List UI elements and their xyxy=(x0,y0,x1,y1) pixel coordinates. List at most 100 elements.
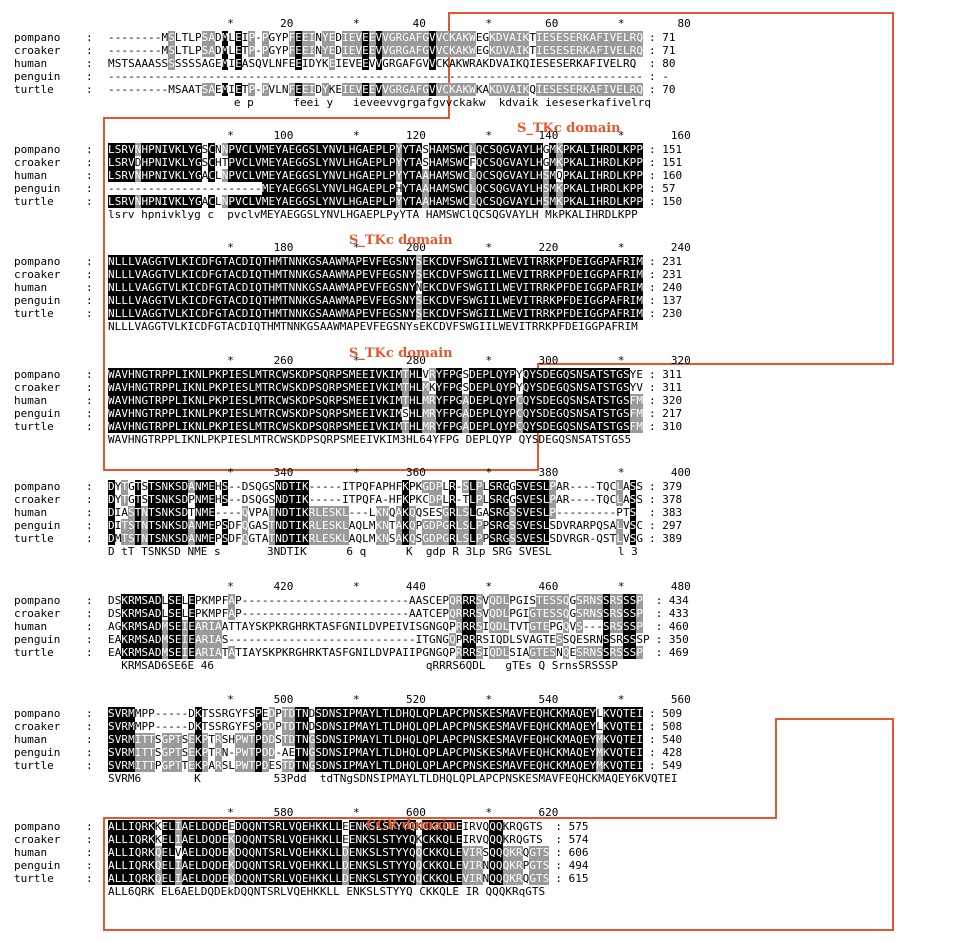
residue-count: : 71 xyxy=(649,31,676,44)
alignment-row: penguin: EAKRMSADMSEIEARIAS--------------… xyxy=(14,633,689,646)
separator: : xyxy=(86,195,93,208)
species-name: turtle xyxy=(14,307,54,320)
position-ruler: * 420 * 440 * 460 * 480 xyxy=(108,580,691,593)
species-name: human xyxy=(14,281,48,294)
sequence: SVRMMPP-----DKTSSRGYFSPDDPTDTNDSDNSIPMAY… xyxy=(108,720,643,733)
residue-count: : 615 xyxy=(555,872,589,885)
residue-count: : 57 xyxy=(649,182,676,195)
position-ruler: * 340 * 360 * 380 * 400 xyxy=(108,466,691,479)
alignment-row: pompano: --------MSLTLPSADMLEIP-PGYPFEEIN… xyxy=(14,31,676,44)
alignment-row: croaker: NLLLVAGGTVLKICDFGTACDIQTHMTNNKGS… xyxy=(14,268,682,281)
residue-count: : 350 xyxy=(655,633,689,646)
alignment-row: pompano: ALLIQRKKELIAELDQDEEDQQNTSRLVQEHK… xyxy=(14,820,589,833)
species-name: croaker xyxy=(14,607,61,620)
alignment-row: pompano: DSKRMSADLSELEPKMPFAP------------… xyxy=(14,594,689,607)
species-name: croaker xyxy=(14,44,61,57)
species-name: pompano xyxy=(14,480,61,493)
residue-count: : 151 xyxy=(649,156,683,169)
separator: : xyxy=(86,759,93,772)
position-ruler: * 180 * 200 * 220 * 240 xyxy=(108,241,691,254)
residue-count: : 71 xyxy=(649,44,676,57)
alignment-row: human: MSTSAAASSSSSSSAGEMIEASQVLNFEEIDYKE… xyxy=(14,57,676,70)
sequence: DYTGTSTSNKSDANMEHS--DSQGSNDTIK-----ITPQF… xyxy=(108,480,643,493)
position-ruler: * 500 * 520 * 540 * 560 xyxy=(108,693,691,706)
sequence: DIASTNTSNKSDTNME----QVPATNDTIKRLESKL---L… xyxy=(108,506,637,519)
residue-count: : 310 xyxy=(649,420,683,433)
separator: : xyxy=(86,820,93,833)
sequence: DSKRMSADLSELEPKMPFAP--------------------… xyxy=(108,607,643,620)
alignment-row: pompano: NLLLVAGGTVLKICDFGTACDIQTHMTNNKGS… xyxy=(14,255,682,268)
separator: : xyxy=(86,519,93,532)
residue-count: : 150 xyxy=(649,195,683,208)
sequence: MSTSAAASSSSSSSAGEMIEASQVLNFEEIDYKEIEVEEV… xyxy=(108,57,637,70)
residue-count: : 469 xyxy=(655,646,689,659)
alignment-row: penguin: ALLIQRKQELIAELDQDEKDQQNTSRLVQEHK… xyxy=(14,859,589,872)
separator: : xyxy=(86,480,93,493)
alignment-row: croaker: LSRVDHPNIVKLYGSCHTPVCLVMEYAEGGSL… xyxy=(14,156,682,169)
alignment-row: human: SVRMITTSGPTSEKPTRSHPWTPDDSTDTNGSDN… xyxy=(14,733,682,746)
sequence: ALLIQRKQELVAELDQDEKDQQNTSRLVQEHKKLLDENKS… xyxy=(108,846,550,859)
separator: : xyxy=(86,156,93,169)
separator: : xyxy=(86,607,93,620)
sequence: NLLLVAGGTVLKICDFGTACDIQTHMTNNKGSAAWMAPEV… xyxy=(108,294,643,307)
residue-count: : - xyxy=(649,70,669,83)
sequence: SVRMITTSGPTSEKPTRSHPWTPDDSTDTNGSDNSIPMAY… xyxy=(108,733,643,746)
separator: : xyxy=(86,620,93,633)
residue-count: : 70 xyxy=(649,83,676,96)
sequence: ALLIQRKKELIAELDQDEEDQQNTSRLVQEHKKLLEENKS… xyxy=(108,820,543,833)
species-name: penguin xyxy=(14,633,61,646)
species-name: croaker xyxy=(14,156,61,169)
alignment-row: human: ALLIQRKQELVAELDQDEKDQQNTSRLVQEHKKL… xyxy=(14,846,589,859)
alignment-row: turtle: DMTSTNTSNKSDANMEPSDFQGTATNDTIKRLE… xyxy=(14,532,682,545)
stkc-domain-outline xyxy=(103,12,894,471)
sequence: NLLLVAGGTVLKICDFGTACDIQTHMTNNKGSAAWMAPEV… xyxy=(108,281,643,294)
alignment-row: human: LSRVNHPNIVKLYGACLNPVCLVMEYAEGGSLYN… xyxy=(14,169,682,182)
position-ruler: * 20 * 40 * 60 * 80 xyxy=(108,17,691,30)
sequence: DMTSTNTSNKSDANMEPSDFQGTATNDTIKRLESKLAQLM… xyxy=(108,532,643,545)
residue-count: : 311 xyxy=(649,381,683,394)
residue-count: : 460 xyxy=(655,620,689,633)
separator: : xyxy=(86,255,93,268)
separator: : xyxy=(86,707,93,720)
stkc-domain-label-2: S_TKc domain xyxy=(349,233,453,248)
sequence: ALLIQRKQELIAELDQDEKDQQNTSRLVQEHKKLLDENKS… xyxy=(108,872,550,885)
sequence: ALLIQRKKELIAELDQDEKDQQNTSRLVQEHKKLLEENKS… xyxy=(108,833,543,846)
consensus-line: WAVHNGTRPPLIKNLPKPIESLMTRCWSKDPSQRPSMEEI… xyxy=(108,433,632,446)
sequence: EAKRMSADMSEIEARIATATIAYSKPKRGHRKTASFGNIL… xyxy=(108,646,643,659)
species-name: human xyxy=(14,169,48,182)
alignment-row: pompano: WAVHNGTRPPLIKNLPKPIESLMTRCWSKDPS… xyxy=(14,368,682,381)
residue-count: : 231 xyxy=(649,255,683,268)
separator: : xyxy=(86,420,93,433)
separator: : xyxy=(86,493,93,506)
alignment-row: penguin: WAVHNGTRPPLIKNLPKPIESLMTRCWSKDPS… xyxy=(14,407,682,420)
species-name: turtle xyxy=(14,759,54,772)
separator: : xyxy=(86,833,93,846)
stkc-domain-label-3: S_TKc domain xyxy=(349,346,453,361)
alignment-row: penguin: -----------------------MEYAEGGSL… xyxy=(14,182,676,195)
sequence: WAVHNGTRPPLIKNLPKPIESLMTRCWSKDPSQRPSMEEI… xyxy=(108,394,643,407)
sequence: --------MSLTLPSADMLEIP-PGYPFEEINYEDIEVEE… xyxy=(108,31,643,44)
alignment-row: turtle: NLLLVAGGTVLKICDFGTACDIQTHMTNNKGSA… xyxy=(14,307,682,320)
alignment-row: pompano: DYTGTSTSNKSDANMEHS--DSQGSNDTIK--… xyxy=(14,480,682,493)
ccr-domain-label: CCR domain xyxy=(366,818,457,833)
alignment-row: croaker: --------MSLTLPSADMLETP-PGYPFEEIN… xyxy=(14,44,676,57)
sequence: NLLLVAGGTVLKICDFGTACDIQTHMTNNKGSAAWMAPEV… xyxy=(108,307,643,320)
consensus-line: NLLLVAGGTVLKICDFGTACDIQTHMTNNKGSAAWMAPEV… xyxy=(108,320,638,333)
sequence: -----------------------MEYAEGGSLYNVLHGAE… xyxy=(108,182,643,195)
separator: : xyxy=(86,407,93,420)
sequence: SVRMITTSGPTSEKPTRN-PWTPDD-AETNGSDNSIPMAY… xyxy=(108,746,643,759)
species-name: pompano xyxy=(14,594,61,607)
residue-count: : 160 xyxy=(649,169,683,182)
sequence: ALLIQRKQELIAELDQDEKDQQNTSRLVQEHKKLLDENKS… xyxy=(108,859,550,872)
residue-count: : 428 xyxy=(649,746,683,759)
residue-count: : 540 xyxy=(649,733,683,746)
alignment-row: turtle: LSRVNHPNIVKLYGACLNPVCLVMEYAEGGSLY… xyxy=(14,195,682,208)
separator: : xyxy=(86,394,93,407)
consensus-line: SVRM6 K 53Pdd tdTNgSDNSIPMAYLTLDHQLQPLAP… xyxy=(108,772,678,785)
species-name: turtle xyxy=(14,872,54,885)
residue-count: : 434 xyxy=(655,594,689,607)
separator: : xyxy=(86,532,93,545)
species-name: human xyxy=(14,620,48,633)
residue-count: : 80 xyxy=(649,57,676,70)
